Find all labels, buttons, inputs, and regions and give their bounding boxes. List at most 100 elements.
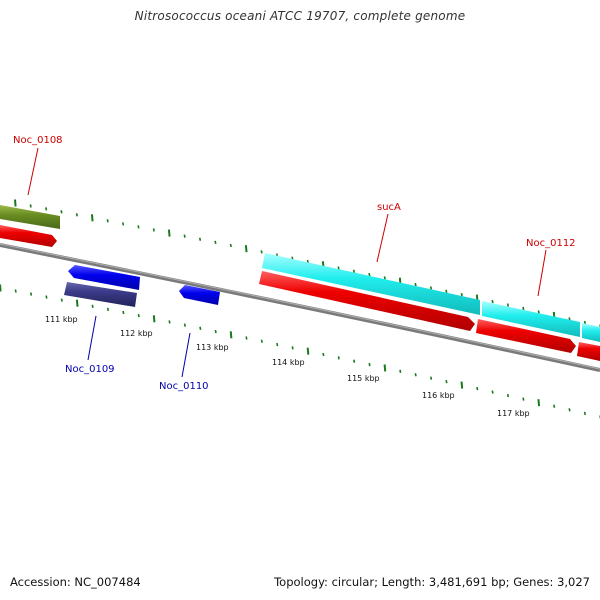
gc-tick-mark: [306, 347, 310, 355]
gc-tick-mark: [75, 299, 79, 307]
gc-tick-mark: [383, 276, 386, 280]
tick-label-113: 113 kbp: [196, 343, 229, 352]
gc-tick-mark: [291, 346, 294, 350]
gc-tick-mark: [214, 329, 217, 334]
gc-tick-mark: [429, 376, 433, 380]
gc-tick-mark: [214, 240, 217, 245]
gc-tick-mark: [0, 284, 2, 292]
leader-suca: [376, 213, 389, 263]
upper-tick-row: [14, 199, 600, 328]
gc-tick-mark: [183, 323, 186, 327]
tick-label-117: 117 kbp: [497, 409, 530, 418]
gc-tick-mark: [414, 373, 417, 377]
gc-tick-mark: [368, 362, 371, 367]
tick-label-111: 111 kbp: [45, 315, 78, 324]
gc-tick-mark: [45, 295, 48, 299]
gc-tick-mark: [368, 272, 371, 277]
gc-tick-mark: [14, 289, 17, 293]
gc-tick-mark: [491, 299, 494, 304]
gc-tick-mark: [399, 369, 402, 373]
gc-tick-mark: [383, 364, 387, 372]
gene-red-arrow-left[interactable]: [0, 225, 57, 247]
gene-cyan-arrow-3[interactable]: [582, 323, 600, 342]
gc-tick-mark: [276, 342, 279, 347]
genome-backbone-highlight: [0, 243, 600, 370]
label-noc0112: Noc_0112: [526, 238, 576, 249]
gc-tick-mark: [121, 222, 125, 226]
gc-tick-mark: [537, 399, 541, 407]
lower-tick-row: [0, 284, 600, 419]
gene-noc0109-navy-arrow[interactable]: [64, 282, 137, 307]
gc-tick-mark: [414, 282, 417, 287]
gc-tick-mark: [491, 390, 494, 394]
gene-red-arrow-1[interactable]: [259, 271, 475, 331]
gc-tick-mark: [198, 237, 202, 241]
gc-tick-mark: [90, 214, 94, 222]
leader-noc0110: [181, 332, 191, 378]
gc-tick-mark: [429, 286, 433, 290]
gc-tick-mark: [522, 306, 525, 311]
leader-noc0109: [87, 315, 97, 361]
gc-tick-mark: [137, 313, 140, 318]
gc-tick-mark: [506, 393, 510, 398]
gc-tick-mark: [152, 315, 156, 323]
gc-tick-mark: [91, 304, 94, 308]
gc-tick-mark: [553, 404, 556, 408]
gene-red-arrow-2[interactable]: [476, 319, 576, 353]
leader-noc0112: [537, 249, 547, 297]
gc-tick-mark: [137, 225, 140, 229]
gc-tick-mark: [152, 228, 155, 232]
gc-tick-mark: [106, 307, 110, 312]
gc-tick-mark: [106, 219, 109, 223]
gc-tick-mark: [568, 408, 571, 412]
gc-tick-mark: [337, 356, 340, 360]
accession-text: Accession: NC_007484: [10, 575, 141, 589]
label-noc0110: Noc_0110: [159, 381, 209, 392]
gc-tick-mark: [322, 352, 325, 357]
gc-tick-mark: [45, 207, 48, 211]
gc-tick-mark: [168, 320, 171, 324]
gc-tick-mark: [460, 381, 464, 389]
gc-tick-mark: [476, 386, 479, 391]
gc-tick-mark: [506, 303, 510, 307]
gc-tick-mark: [353, 359, 356, 363]
gc-tick-mark: [60, 298, 63, 302]
gc-tick-mark: [29, 292, 33, 296]
gene-cyan-arrow-2[interactable]: [482, 301, 580, 337]
gene-noc0109-blue-arrow[interactable]: [68, 265, 140, 290]
tick-label-115: 115 kbp: [347, 374, 380, 383]
gc-tick-mark: [229, 243, 232, 248]
gc-tick-mark: [337, 266, 340, 270]
gene-noc0110-arrow[interactable]: [179, 285, 220, 305]
label-noc0108: Noc_0108: [13, 135, 63, 146]
gc-tick-mark: [445, 379, 448, 384]
label-noc0109: Noc_0109: [65, 364, 115, 375]
gc-tick-mark: [583, 320, 586, 325]
gc-tick-mark: [29, 204, 32, 208]
gc-tick-mark: [352, 269, 356, 273]
gc-tick-mark: [122, 310, 125, 315]
gc-tick-mark: [14, 199, 17, 207]
gc-tick-mark: [537, 310, 540, 314]
gene-suca-arrow[interactable]: [262, 253, 480, 315]
gc-tick-mark: [245, 336, 248, 340]
gc-tick-mark: [260, 339, 263, 343]
gene-olive-arrow[interactable]: [0, 205, 60, 229]
gc-tick-mark: [445, 289, 448, 293]
gc-tick-mark: [199, 326, 202, 330]
gc-tick-mark: [522, 397, 525, 401]
gc-tick-mark: [167, 229, 171, 237]
genome-backbone: [0, 243, 600, 372]
tick-label-114: 114 kbp: [272, 358, 305, 367]
tick-label-112: 112 kbp: [120, 329, 153, 338]
map-title: Nitrosococcus oceani ATCC 19707, complet…: [134, 9, 466, 23]
gc-tick-mark: [583, 411, 586, 416]
gene-red-arrow-3[interactable]: [577, 342, 600, 361]
gc-tick-mark: [183, 234, 186, 238]
gc-tick-mark: [244, 245, 248, 253]
gc-tick-mark: [60, 210, 63, 214]
gc-tick-mark: [460, 293, 463, 297]
leader-noc0108: [27, 147, 39, 196]
label-suca: sucA: [377, 202, 401, 213]
